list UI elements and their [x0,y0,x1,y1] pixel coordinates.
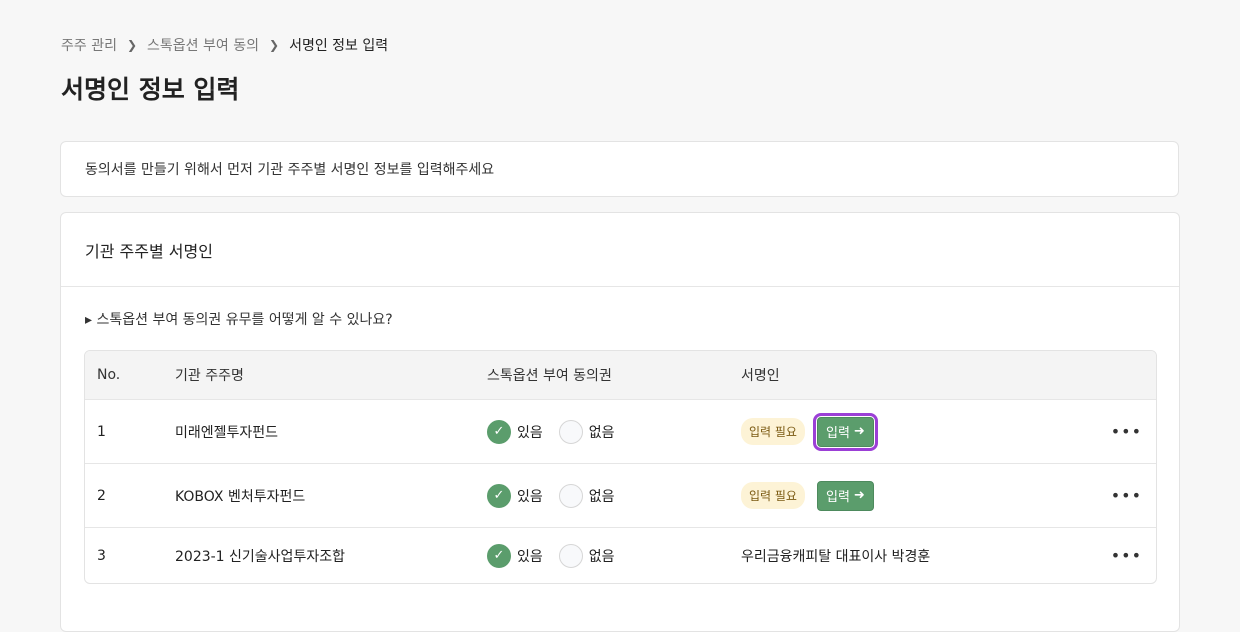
consent-no-radio[interactable]: 없음 [558,419,615,444]
radio-label: 없음 [588,424,615,441]
table-row: 3 2023-1 신기술사업투자조합 ✓ 있음 없음 우리금융캐피탈 대표이사 박… [85,527,1156,583]
notice-box: 동의서를 만들기 위해서 먼저 기관 주주별 서명인 정보를 입력해주세요 [60,141,1179,197]
check-icon: ✓ [487,483,511,508]
faq-toggle[interactable]: ▸ 스톡옵션 부여 동의권 유무를 어떻게 알 수 있나요? [85,312,393,328]
header-consent: 스톡옵션 부여 동의권 [487,368,612,384]
input-button[interactable]: 입력 ➜ [812,412,878,451]
arrow-circle-right-icon: ➜ [853,424,865,439]
radio-circle-icon [558,483,583,508]
header-name: 기관 주주명 [175,368,244,384]
radio-label: 없음 [588,488,615,505]
input-button[interactable]: 입력 ➜ [816,480,874,511]
consent-no-radio[interactable]: 없음 [558,483,615,508]
input-button-label: 입력 [825,426,850,441]
input-button-label: 입력 [825,490,850,505]
breadcrumb-item[interactable]: 주주 관리 [61,38,117,54]
chevron-right-icon: ❯ [126,38,138,52]
signer-card: 기관 주주별 서명인 ▸ 스톡옵션 부여 동의권 유무를 어떻게 알 수 있나요… [60,212,1180,632]
row-no: 2 [97,487,106,504]
radio-label: 있음 [517,548,543,565]
row-no: 1 [97,423,106,440]
breadcrumb-current: 서명인 정보 입력 [289,38,389,54]
breadcrumb-item[interactable]: 스톡옵션 부여 동의 [147,38,259,54]
consent-yes-radio[interactable]: ✓ 있음 [487,543,543,568]
signer-name: 우리금융캐피탈 대표이사 박경훈 [741,548,931,565]
arrow-circle-right-icon: ➜ [853,488,865,503]
row-name: 2023-1 신기술사업투자조합 [175,548,345,565]
header-signer: 서명인 [741,368,780,384]
radio-circle-icon [558,543,583,568]
more-options-icon[interactable]: ••• [1110,546,1142,565]
row-no: 3 [97,547,106,564]
radio-label: 있음 [517,488,543,505]
more-options-icon[interactable]: ••• [1110,422,1142,441]
signer-table: No. 기관 주주명 스톡옵션 부여 동의권 서명인 1 미래엔젤투자펀드 ✓ 있… [84,350,1157,584]
status-badge: 입력 필요 [741,418,805,445]
page-title: 서명인 정보 입력 [61,75,240,104]
card-title: 기관 주주별 서명인 [61,213,1179,287]
header-no: No. [97,367,121,383]
radio-label: 없음 [588,548,615,565]
consent-yes-radio[interactable]: ✓ 있음 [487,419,543,444]
table-row: 2 KOBOX 벤처투자펀드 ✓ 있음 없음 입력 필요 입력 ➜ ••• [85,463,1156,527]
consent-yes-radio[interactable]: ✓ 있음 [487,483,543,508]
more-options-icon[interactable]: ••• [1110,486,1142,505]
notice-text: 동의서를 만들기 위해서 먼저 기관 주주별 서명인 정보를 입력해주세요 [85,162,495,178]
breadcrumb: 주주 관리 ❯ 스톡옵션 부여 동의 ❯ 서명인 정보 입력 [61,35,388,55]
radio-label: 있음 [517,424,543,441]
row-name: 미래엔젤투자펀드 [175,424,279,441]
table-row: 1 미래엔젤투자펀드 ✓ 있음 없음 입력 필요 입력 ➜ ••• [85,399,1156,463]
consent-no-radio[interactable]: 없음 [558,543,615,568]
check-icon: ✓ [487,419,511,444]
radio-circle-icon [558,419,583,444]
row-name: KOBOX 벤처투자펀드 [175,488,306,505]
chevron-right-icon: ❯ [269,38,280,52]
table-header: No. 기관 주주명 스톡옵션 부여 동의권 서명인 [85,351,1156,399]
check-icon: ✓ [487,543,511,568]
status-badge: 입력 필요 [741,482,805,509]
